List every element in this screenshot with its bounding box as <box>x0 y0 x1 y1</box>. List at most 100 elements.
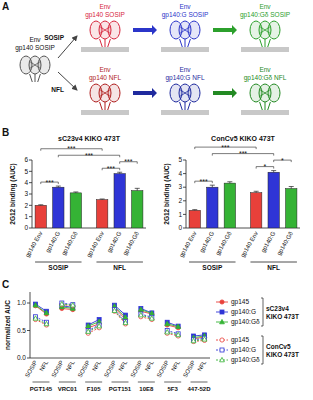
trimer <box>81 21 129 52</box>
significance-label: *** <box>45 179 53 186</box>
membrane <box>161 110 209 115</box>
cross <box>29 61 41 69</box>
error-bar <box>100 198 105 200</box>
group-label: SOSIP <box>202 264 223 271</box>
stem <box>265 102 266 110</box>
stem <box>188 39 191 47</box>
y-tick-label: 5 <box>178 156 182 163</box>
x-tick-label: SOSIP <box>103 360 117 379</box>
cross <box>29 61 41 69</box>
y-axis-label: 2G12 binding (AUC) <box>163 163 171 224</box>
x-axis <box>30 358 210 359</box>
group-label: PGT151 <box>109 386 132 392</box>
group-label: PGT145 <box>30 386 53 392</box>
stem <box>100 102 103 110</box>
trimer-label: gp140:Gδ SOSIP <box>240 11 290 19</box>
plot-area <box>35 172 143 228</box>
bar <box>53 187 64 228</box>
cross <box>259 89 271 97</box>
protomer <box>268 84 280 102</box>
x-tick-label: gp140 Env <box>178 231 198 259</box>
point <box>191 338 196 342</box>
group-label: SOSIP <box>48 264 69 271</box>
group-line <box>250 262 296 263</box>
stem <box>30 74 33 82</box>
error-bar <box>192 209 197 211</box>
legend-bracket <box>261 336 263 364</box>
stem <box>35 74 36 82</box>
bar <box>70 193 81 228</box>
x-tick-label: NFL <box>170 359 181 372</box>
group-label: F105 <box>87 386 101 392</box>
x-tick-label: gp140 Env <box>85 231 105 259</box>
protomer <box>108 84 120 102</box>
stem <box>188 102 191 110</box>
membrane <box>81 47 129 52</box>
y-tick <box>29 194 32 195</box>
stem <box>105 102 106 110</box>
significance-label: *** <box>199 178 207 185</box>
x-axis <box>186 228 300 229</box>
trimer-label: Env <box>259 3 271 10</box>
trimer <box>241 84 289 115</box>
point <box>71 303 75 307</box>
panel-label: B <box>2 127 9 138</box>
bar <box>250 193 261 228</box>
error-cap <box>73 191 78 192</box>
point <box>165 321 170 325</box>
legend-group-label: sC23v4KIKO 473T <box>266 305 299 320</box>
x-tick-label: SOSIP <box>156 360 170 379</box>
significance-label: *** <box>67 145 75 152</box>
bar <box>35 205 46 228</box>
x-tick-label: NFL <box>38 359 49 372</box>
trimer-label: gp140 NFL <box>89 74 122 82</box>
point <box>176 324 180 328</box>
cross <box>99 89 111 97</box>
group-label: VRC01 <box>58 386 78 392</box>
x-tick-label: SOSIP <box>182 360 196 379</box>
y-axis <box>186 160 187 228</box>
point <box>33 303 38 307</box>
point <box>59 302 64 306</box>
protomer <box>38 56 50 74</box>
protomer <box>108 21 120 39</box>
error-cap <box>117 172 122 173</box>
y-tick <box>183 160 186 161</box>
trimer-label: Env <box>179 3 191 10</box>
point <box>176 324 181 328</box>
x-tick-label: gp140 Env <box>239 231 259 259</box>
x-tick-label: NFL <box>65 359 76 372</box>
point <box>44 310 49 314</box>
y-tick <box>29 160 32 161</box>
legend-group-line: ConCv5 <box>266 343 291 350</box>
membrane <box>241 110 289 115</box>
y-tick-label: 4 <box>178 170 182 177</box>
point <box>86 324 91 328</box>
legend-group-line: sC23v4 <box>266 305 289 312</box>
stem <box>185 39 186 47</box>
arrow <box>213 25 237 35</box>
error-cap <box>38 204 43 205</box>
x-tick-label: NFL <box>144 359 155 372</box>
stem <box>105 39 106 47</box>
legend-marker <box>220 310 224 314</box>
trimer-label: Env <box>29 36 41 43</box>
x-tick-label: gp140:G <box>106 230 123 253</box>
group-label: 5F3 <box>168 386 179 392</box>
legend-marker <box>220 319 225 323</box>
legend-group-line: KIKO 473T <box>266 313 299 320</box>
legend-label: gp140:G <box>231 308 256 316</box>
significance-label: * <box>281 157 284 164</box>
y-tick <box>27 330 30 331</box>
stem <box>185 102 186 110</box>
trimer <box>241 21 289 52</box>
legend-marker <box>220 357 225 361</box>
y-tick-label: 3 <box>178 183 182 190</box>
significance-label: *** <box>107 165 115 172</box>
point <box>149 316 154 320</box>
cross <box>99 26 111 34</box>
cross <box>179 26 191 34</box>
point <box>86 329 91 333</box>
figure: ABCEnvgp140 SOSIPEnvgp140 SOSIPEnvgp140:… <box>0 0 313 400</box>
bar <box>207 187 218 228</box>
